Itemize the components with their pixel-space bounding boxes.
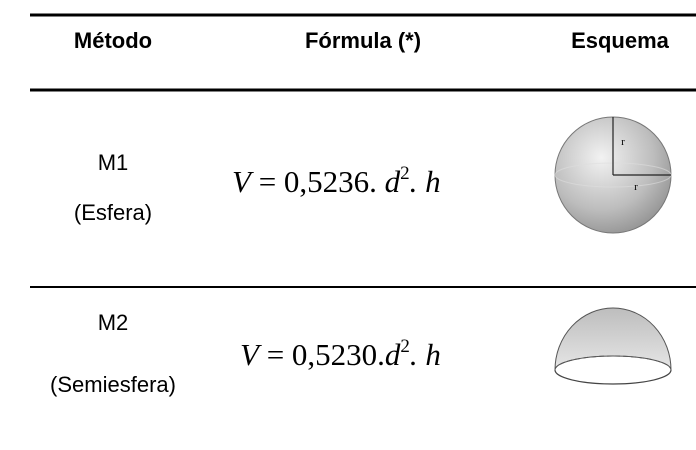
header-cell: Fórmula (*)	[305, 28, 421, 53]
radius-label: r	[634, 181, 638, 193]
formula-part: 2	[400, 163, 410, 184]
formula-part: d	[385, 164, 401, 199]
method: M2	[98, 310, 129, 335]
formula-part: V	[232, 164, 254, 199]
formula: V = 0,5236. d2. h	[232, 163, 441, 199]
formula-part: =	[259, 164, 276, 199]
formula-part: . h	[410, 164, 441, 199]
formula-part: 0,5236.	[284, 164, 377, 199]
header-cell: Esquema	[571, 28, 670, 53]
formula-part: V	[240, 337, 262, 372]
method-name: (Esfera)	[74, 200, 152, 225]
header-cell: Método	[74, 28, 152, 53]
hemisphere-icon	[554, 307, 672, 385]
formula-part: 2	[400, 336, 410, 357]
method-name: (Semiesfera)	[50, 372, 176, 397]
method: M1	[98, 150, 129, 175]
sphere-icon: r r	[554, 116, 672, 234]
formula-part: . h	[410, 337, 441, 372]
formula-part: d	[385, 337, 401, 372]
formula: V = 0,5230.d2. h	[240, 336, 441, 372]
radius-label: r	[621, 136, 625, 148]
formula-part: =	[267, 337, 284, 372]
formula-part: 0,5230.	[292, 337, 385, 372]
